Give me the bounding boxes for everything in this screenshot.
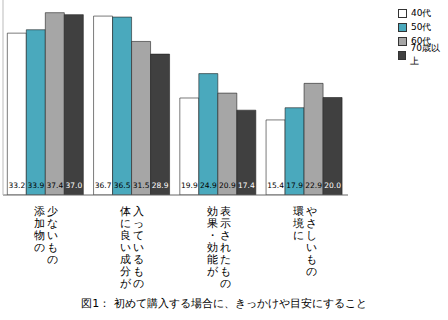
svg-text:っ: っ (133, 217, 144, 229)
svg-text:分: 分 (120, 265, 131, 277)
svg-text:19.9: 19.9 (181, 181, 198, 190)
svg-text:36.7: 36.7 (95, 181, 112, 190)
svg-text:環: 環 (293, 205, 304, 217)
svg-text:入: 入 (133, 205, 144, 217)
svg-text:33.2: 33.2 (8, 181, 25, 190)
svg-text:表: 表 (220, 205, 231, 217)
svg-text:15.4: 15.4 (267, 181, 284, 190)
svg-text:さ: さ (306, 217, 317, 229)
html-text:50代: 50代 (411, 21, 432, 32)
svg-text:体: 体 (120, 205, 131, 217)
svg-text:の: の (34, 241, 45, 253)
svg-text:22.9: 22.9 (305, 181, 322, 190)
html-text:70歳以上: 70歳以上 (410, 43, 440, 66)
svg-text:の: の (133, 277, 144, 289)
svg-text:物: 物 (34, 229, 45, 241)
svg-text:い: い (133, 241, 144, 253)
svg-text:・: ・ (207, 229, 218, 241)
svg-text:に: に (293, 229, 304, 241)
svg-text:の: の (47, 253, 58, 265)
svg-text:24.9: 24.9 (200, 181, 217, 190)
svg-text:36.5: 36.5 (114, 181, 131, 190)
svg-text:い: い (47, 229, 58, 241)
svg-text:の: の (220, 277, 231, 289)
svg-text:い: い (120, 241, 131, 253)
svg-text:る: る (133, 253, 144, 265)
svg-text:も: も (306, 253, 317, 265)
svg-text:の: の (306, 265, 317, 277)
html-text:60代: 60代 (411, 35, 432, 46)
svg-text:た: た (220, 253, 231, 265)
svg-text:れ: れ (220, 241, 231, 253)
svg-text:さ: さ (220, 229, 231, 241)
svg-text:20.9: 20.9 (219, 181, 236, 190)
svg-text:17.4: 17.4 (238, 181, 255, 190)
svg-text:い: い (306, 241, 317, 253)
svg-text:添: 添 (34, 205, 45, 217)
svg-text:加: 加 (34, 217, 45, 229)
svg-text:能: 能 (207, 253, 218, 265)
svg-text:成: 成 (120, 253, 131, 265)
svg-text:20.0: 20.0 (324, 181, 341, 190)
svg-text:効: 効 (207, 205, 218, 217)
svg-text:が: が (120, 277, 132, 289)
svg-text:も: も (133, 265, 144, 277)
svg-text:も: も (220, 265, 231, 277)
svg-text:37.0: 37.0 (65, 181, 82, 190)
svg-text:17.9: 17.9 (286, 181, 303, 190)
svg-text:な: な (47, 217, 58, 229)
svg-text:に: に (120, 217, 131, 229)
svg-text:効: 効 (207, 241, 218, 253)
svg-text:果: 果 (207, 217, 218, 229)
svg-text:33.9: 33.9 (27, 181, 44, 190)
svg-text:も: も (47, 241, 58, 253)
svg-text:境: 境 (292, 217, 304, 229)
html-text:40代: 40代 (411, 7, 432, 18)
svg-text:28.9: 28.9 (152, 181, 169, 190)
svg-text:37.4: 37.4 (46, 181, 63, 190)
svg-text:が: が (207, 265, 219, 277)
svg-text:少: 少 (47, 205, 58, 217)
svg-text:て: て (133, 229, 144, 241)
svg-text:や: や (306, 205, 317, 217)
svg-text:31.5: 31.5 (133, 181, 150, 190)
svg-text:良: 良 (120, 229, 131, 241)
html-text:図1： 初めて購入する場合に、きっかけや目安にすること: 図1： 初めて購入する場合に、きっかけや目安にすること (81, 297, 367, 310)
svg-text:し: し (306, 229, 317, 241)
svg-text:示: 示 (220, 217, 231, 229)
